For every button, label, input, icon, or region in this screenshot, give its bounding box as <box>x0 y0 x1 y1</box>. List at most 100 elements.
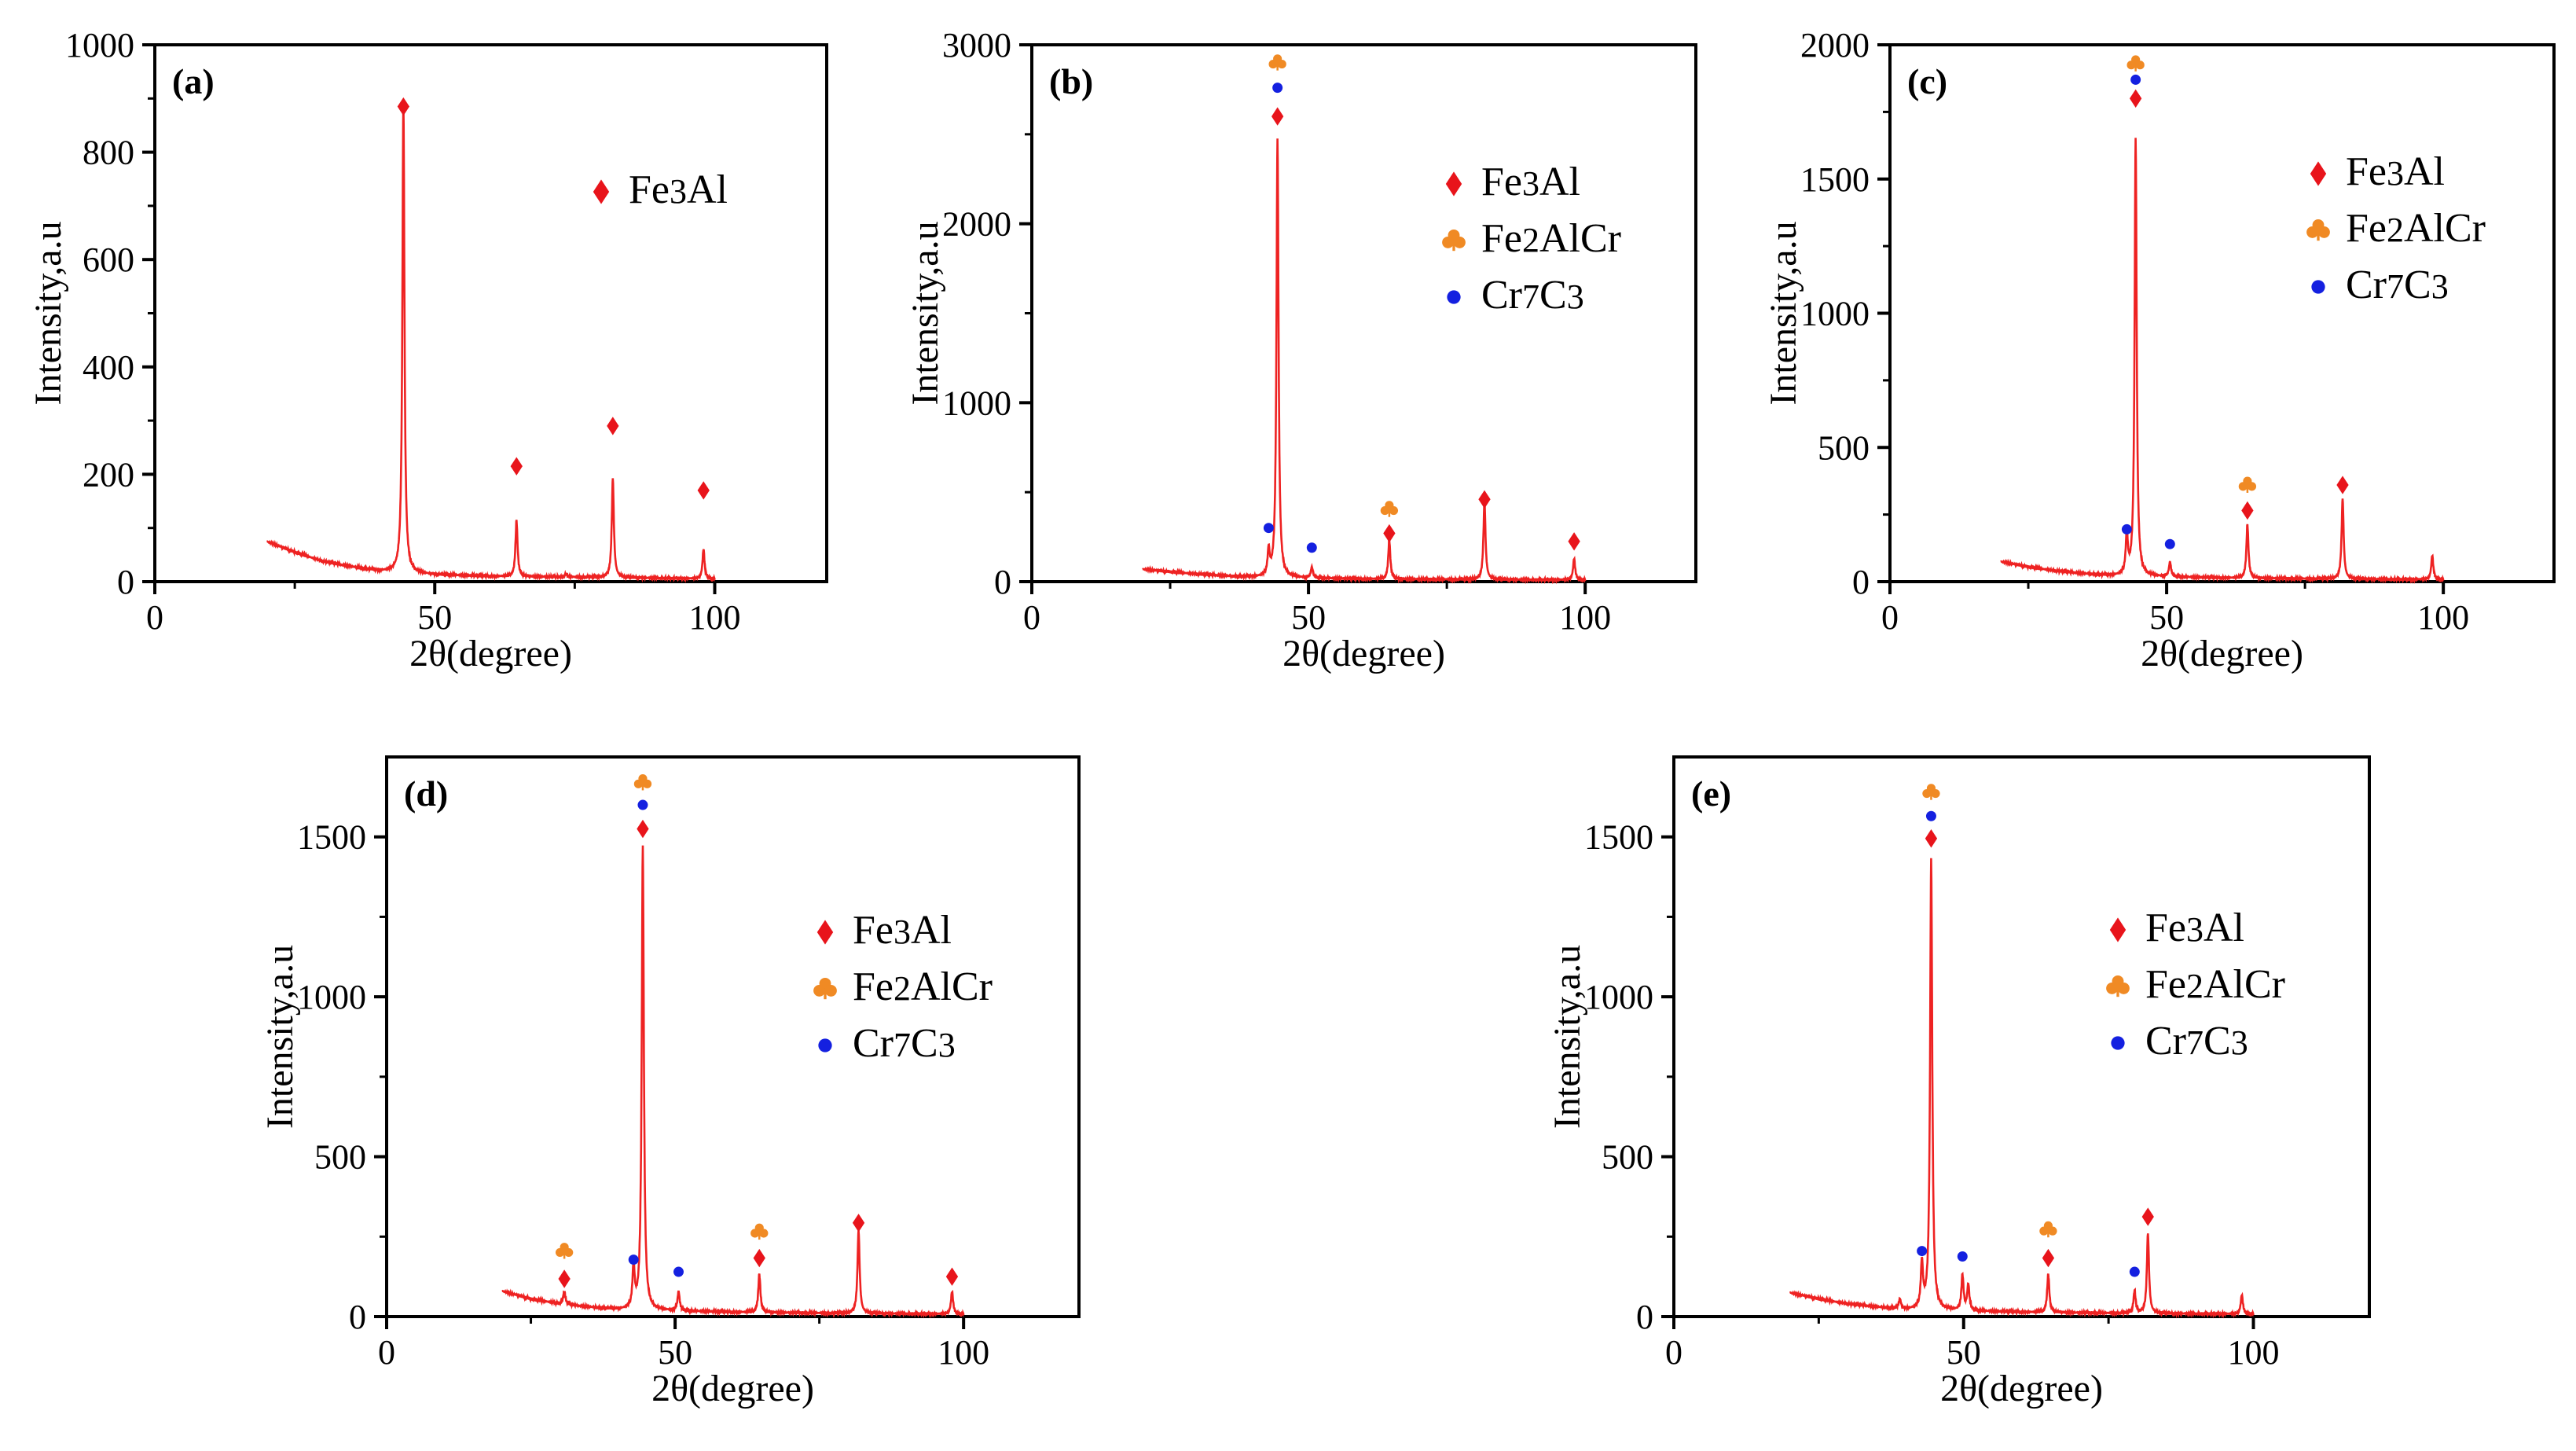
legend-label-fe2alcr: Fe2AlCr <box>2145 962 2285 1007</box>
marker-fe2alcr-stem <box>2134 63 2137 72</box>
x-tick-label: 0 <box>1023 598 1040 637</box>
legend-text-part: Fe <box>853 964 894 1009</box>
legend-text-part: 3 <box>894 913 911 951</box>
y-tick-label: 500 <box>1602 1138 1653 1177</box>
marker-fe2alcr-stem <box>758 1232 761 1240</box>
marker-cr7c3 <box>1957 1251 1968 1262</box>
legend-text-part: 3 <box>1567 277 1584 316</box>
legend-label-fe3al: Fe3Al <box>853 908 952 953</box>
x-tick-label: 50 <box>658 1333 692 1372</box>
legend-label-cr7c3: Cr7C3 <box>2145 1019 2248 1063</box>
y-tick-label: 0 <box>117 563 134 601</box>
marker-fe3al <box>1271 107 1284 126</box>
x-tick-label: 50 <box>1291 598 1326 637</box>
marker-fe2alcr-lobe-left <box>2039 1226 2049 1236</box>
marker-cr7c3 <box>628 1254 639 1265</box>
x-tick-label: 0 <box>146 598 163 637</box>
marker-fe3al <box>852 1214 865 1232</box>
legend-text-part: 3 <box>2231 1023 2248 1062</box>
panel-b: 0 50 10001000200030002θ(degree)Intensity,a… <box>905 26 1697 674</box>
legend-text-part: 3 <box>670 172 687 211</box>
y-tick-label: 1000 <box>1800 295 1870 333</box>
legend-text-part: C <box>2204 1019 2231 1063</box>
y-tick-label: 1500 <box>1800 160 1870 199</box>
x-axis-label: 2θ(degree) <box>1940 1368 2103 1409</box>
legend-text-part: Fe <box>2346 206 2387 251</box>
legend-text-part: Fe <box>2346 149 2387 194</box>
marker-fe3al <box>2130 89 2142 108</box>
legend-marker-fe2alcr <box>1442 229 1466 252</box>
marker-fe2alcr-lobe-right <box>1277 59 1286 69</box>
marker-fe2alcr <box>555 1243 574 1259</box>
legend-marker-fe2alcr-stem <box>824 989 827 1000</box>
legend-text-part: 3 <box>2431 267 2449 306</box>
x-tick-label: 100 <box>689 598 741 637</box>
marker-fe3al <box>607 417 619 435</box>
y-tick-label: 3000 <box>942 26 1011 64</box>
plot-frame <box>1672 755 2371 1318</box>
legend-marker-cr7c3 <box>2111 1036 2125 1050</box>
legend-label-cr7c3: Cr7C3 <box>1481 273 1584 318</box>
marker-fe2alcr-lobe-left <box>633 779 643 788</box>
y-tick-label: 2000 <box>942 205 1011 244</box>
x-tick-label: 50 <box>1947 1333 1981 1372</box>
legend-text-part: AlCr <box>911 964 993 1009</box>
x-axis-label: 2θ(degree) <box>1282 633 1445 674</box>
x-tick-label: 100 <box>938 1333 989 1372</box>
marker-cr7c3 <box>673 1266 684 1277</box>
legend-marker-fe2alcr-lobe-left <box>813 984 826 997</box>
marker-cr7c3 <box>2164 538 2175 549</box>
marker-fe2alcr-lobe-right <box>1931 788 1940 799</box>
marker-cr7c3 <box>1917 1246 1928 1257</box>
panel-label: (e) <box>1691 773 1731 814</box>
x-tick-label: 0 <box>378 1333 395 1372</box>
marker-fe2alcr-lobe-right <box>2135 61 2145 70</box>
marker-fe3al <box>2141 1207 2154 1226</box>
marker-fe2alcr <box>2238 476 2257 493</box>
y-tick-label: 800 <box>83 134 134 172</box>
legend-marker-fe2alcr-stem <box>2317 230 2320 241</box>
x-axis-label: 2θ(degree) <box>409 633 572 674</box>
marker-fe3al <box>1568 532 1580 551</box>
marker-fe3al <box>397 97 409 116</box>
y-tick-label: 0 <box>1636 1298 1653 1336</box>
marker-fe3al <box>697 481 710 500</box>
legend-label-cr7c3: Cr7C3 <box>2346 263 2449 307</box>
marker-fe2alcr-stem <box>1276 62 1279 71</box>
x-tick-label: 0 <box>1881 598 1899 637</box>
y-tick-label: 1000 <box>297 978 366 1016</box>
legend-text-part: 7 <box>894 1026 911 1064</box>
y-axis-label: Intensity,a.u <box>1763 221 1804 405</box>
y-axis-label: Intensity,a.u <box>1547 945 1588 1129</box>
marker-fe2alcr <box>750 1223 769 1240</box>
legend-marker-fe2alcr-lobe-left <box>1442 236 1455 248</box>
marker-cr7c3 <box>1263 523 1274 534</box>
legend-text-part: C <box>911 1021 938 1066</box>
y-tick-label: 0 <box>1852 563 1870 601</box>
marker-fe2alcr-lobe-right <box>1389 506 1399 516</box>
marker-fe2alcr-lobe-right <box>642 779 652 788</box>
marker-fe2alcr-stem <box>2246 485 2249 493</box>
legend-text-part: 2 <box>894 969 911 1008</box>
legend-marker-fe3al <box>2109 917 2126 942</box>
legend-text-part: 2 <box>1522 221 1539 259</box>
marker-fe3al <box>558 1269 571 1288</box>
legend-text-part: 7 <box>2387 267 2404 306</box>
legend-label-fe3al: Fe3Al <box>2346 149 2445 194</box>
marker-fe3al <box>510 457 523 476</box>
marker-fe2alcr <box>2126 55 2145 72</box>
y-tick-label: 200 <box>83 455 134 494</box>
marker-fe3al <box>945 1267 959 1286</box>
legend-text-part: Al <box>2404 149 2445 194</box>
x-tick-label: 50 <box>2149 598 2184 637</box>
marker-fe2alcr <box>1268 54 1286 71</box>
plot-frame <box>1888 43 2556 583</box>
marker-cr7c3 <box>2121 523 2132 534</box>
legend-marker-fe3al <box>1445 171 1462 197</box>
marker-fe2alcr-lobe-right <box>2048 1226 2057 1236</box>
legend-marker-fe3al <box>593 179 610 204</box>
xrd-pattern-line <box>266 100 716 583</box>
legend-text-part: 3 <box>2387 154 2404 193</box>
xrd-pattern-line <box>1789 858 2255 1319</box>
